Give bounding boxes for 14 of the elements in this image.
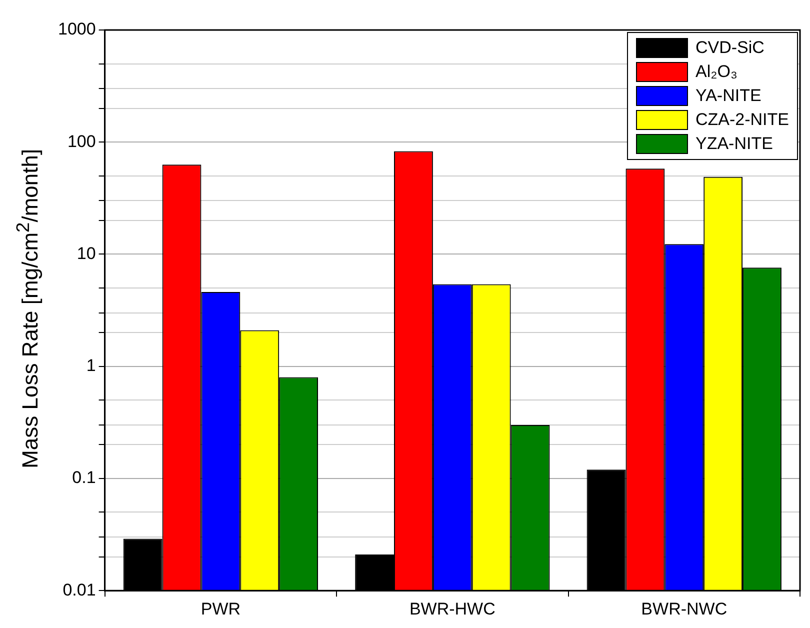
y-tick-label: 1 [86, 356, 96, 376]
x-tick-label: BWR-NWC [641, 599, 728, 618]
y-tick-label: 1000 [58, 20, 96, 39]
legend-label: YA-NITE [696, 86, 762, 106]
y-tick-label: 10 [76, 244, 96, 263]
x-tick-label: PWR [200, 599, 241, 618]
y-tick-label: 0.01 [62, 580, 96, 600]
legend-label: Al₂O₃ [696, 62, 738, 82]
y-tick-label: 100 [67, 132, 96, 151]
x-tick-label: BWR-HWC [409, 599, 496, 618]
y-tick-label: 0.1 [72, 468, 96, 488]
legend-label: CZA-2-NITE [696, 110, 789, 130]
legend-label: CVD-SiC [696, 38, 764, 58]
legend-label: YZA-NITE [696, 134, 773, 154]
